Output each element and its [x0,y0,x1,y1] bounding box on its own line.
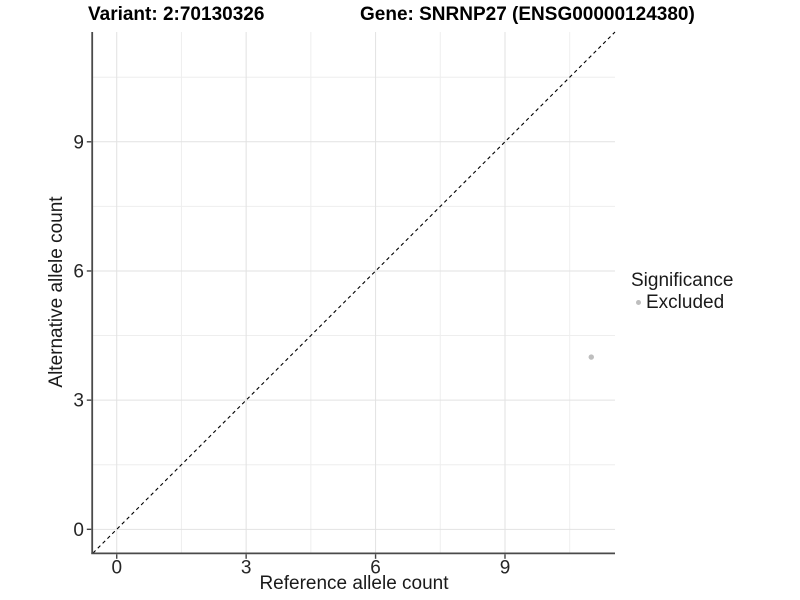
y-tick-label: 6 [73,261,84,282]
legend-title: Significance [631,270,734,291]
x-axis-title: Reference allele count [259,573,449,594]
x-tick-label: 3 [241,558,252,579]
variant-title: Variant: 2:70130326 [88,4,265,25]
legend-key [631,294,646,312]
y-tick-label: 9 [73,132,84,153]
excluded-point-icon [636,300,641,305]
legend-item-label: Excluded [646,292,725,313]
y-tick-label: 0 [73,520,84,541]
y-axis-title: Alternative allele count [46,196,67,388]
legend-item-excluded: Excluded [631,292,733,313]
x-tick-label: 6 [370,558,381,579]
x-tick-label: 0 [111,558,122,579]
identity-dashed-line [92,31,616,554]
legend: Significance Excluded [631,270,733,313]
y-tick-label: 3 [73,391,84,412]
data-point [588,354,594,360]
x-tick-label: 9 [500,558,511,579]
gene-title: Gene: SNRNP27 (ENSG00000124380) [360,4,695,25]
